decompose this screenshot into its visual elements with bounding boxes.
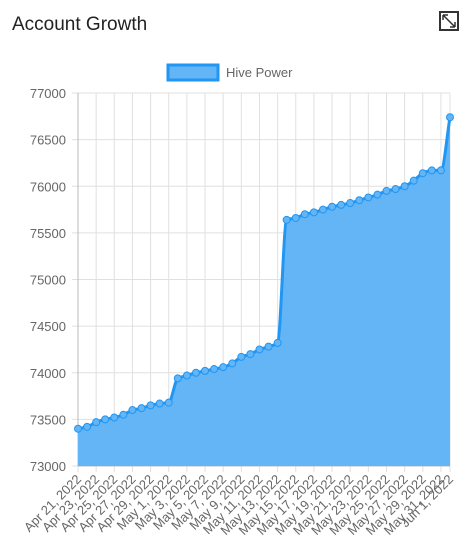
- data-point: [427, 166, 436, 175]
- y-tick-label: 74000: [30, 366, 66, 381]
- data-point: [346, 199, 355, 208]
- data-point: [409, 176, 418, 185]
- y-tick-label: 74500: [30, 319, 66, 334]
- area-fill: [78, 117, 450, 467]
- data-point: [337, 200, 346, 209]
- y-tick-label: 73500: [30, 412, 66, 427]
- data-point: [228, 359, 237, 368]
- y-tick-label: 76500: [30, 133, 66, 148]
- data-point: [92, 418, 101, 427]
- data-point: [309, 208, 318, 217]
- data-point: [264, 342, 273, 351]
- data-point: [155, 399, 164, 408]
- data-point: [219, 363, 228, 372]
- legend-label: Hive Power: [226, 65, 293, 80]
- data-point: [355, 196, 364, 205]
- y-tick-label: 75500: [30, 226, 66, 241]
- legend-swatch: [166, 63, 220, 82]
- data-point: [237, 352, 246, 361]
- data-point: [255, 345, 264, 354]
- data-point: [201, 366, 210, 375]
- y-tick-label: 76000: [30, 179, 66, 194]
- data-point: [391, 185, 400, 194]
- data-point: [364, 193, 373, 202]
- y-tick-label: 73000: [30, 459, 66, 474]
- data-point: [282, 215, 291, 224]
- data-point: [300, 210, 309, 219]
- data-point: [137, 404, 146, 413]
- data-point: [328, 202, 337, 211]
- data-point: [146, 401, 155, 410]
- data-point: [101, 415, 110, 424]
- data-point: [436, 166, 445, 175]
- y-tick-label: 77000: [30, 86, 66, 101]
- data-point: [446, 113, 454, 122]
- data-point: [74, 424, 82, 433]
- data-point: [373, 190, 382, 199]
- data-point: [119, 410, 128, 419]
- data-point: [418, 169, 427, 178]
- expand-icon[interactable]: [439, 11, 459, 31]
- data-point: [318, 205, 327, 214]
- data-point: [182, 371, 191, 380]
- data-point: [173, 374, 182, 383]
- data-point: [400, 182, 409, 191]
- data-point: [83, 422, 92, 431]
- y-tick-label: 75000: [30, 273, 66, 288]
- data-point: [291, 213, 300, 222]
- data-point: [273, 338, 282, 347]
- data-point: [191, 368, 200, 377]
- data-point: [110, 413, 119, 422]
- data-point: [382, 186, 391, 195]
- data-point: [246, 350, 255, 359]
- data-point: [210, 365, 219, 374]
- chart-title: Account Growth: [12, 14, 147, 35]
- data-point: [164, 398, 173, 407]
- data-point: [128, 406, 137, 415]
